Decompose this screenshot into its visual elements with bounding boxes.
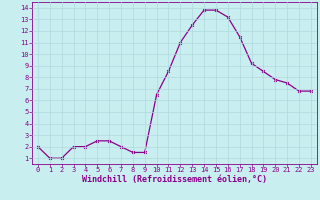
X-axis label: Windchill (Refroidissement éolien,°C): Windchill (Refroidissement éolien,°C) bbox=[82, 175, 267, 184]
